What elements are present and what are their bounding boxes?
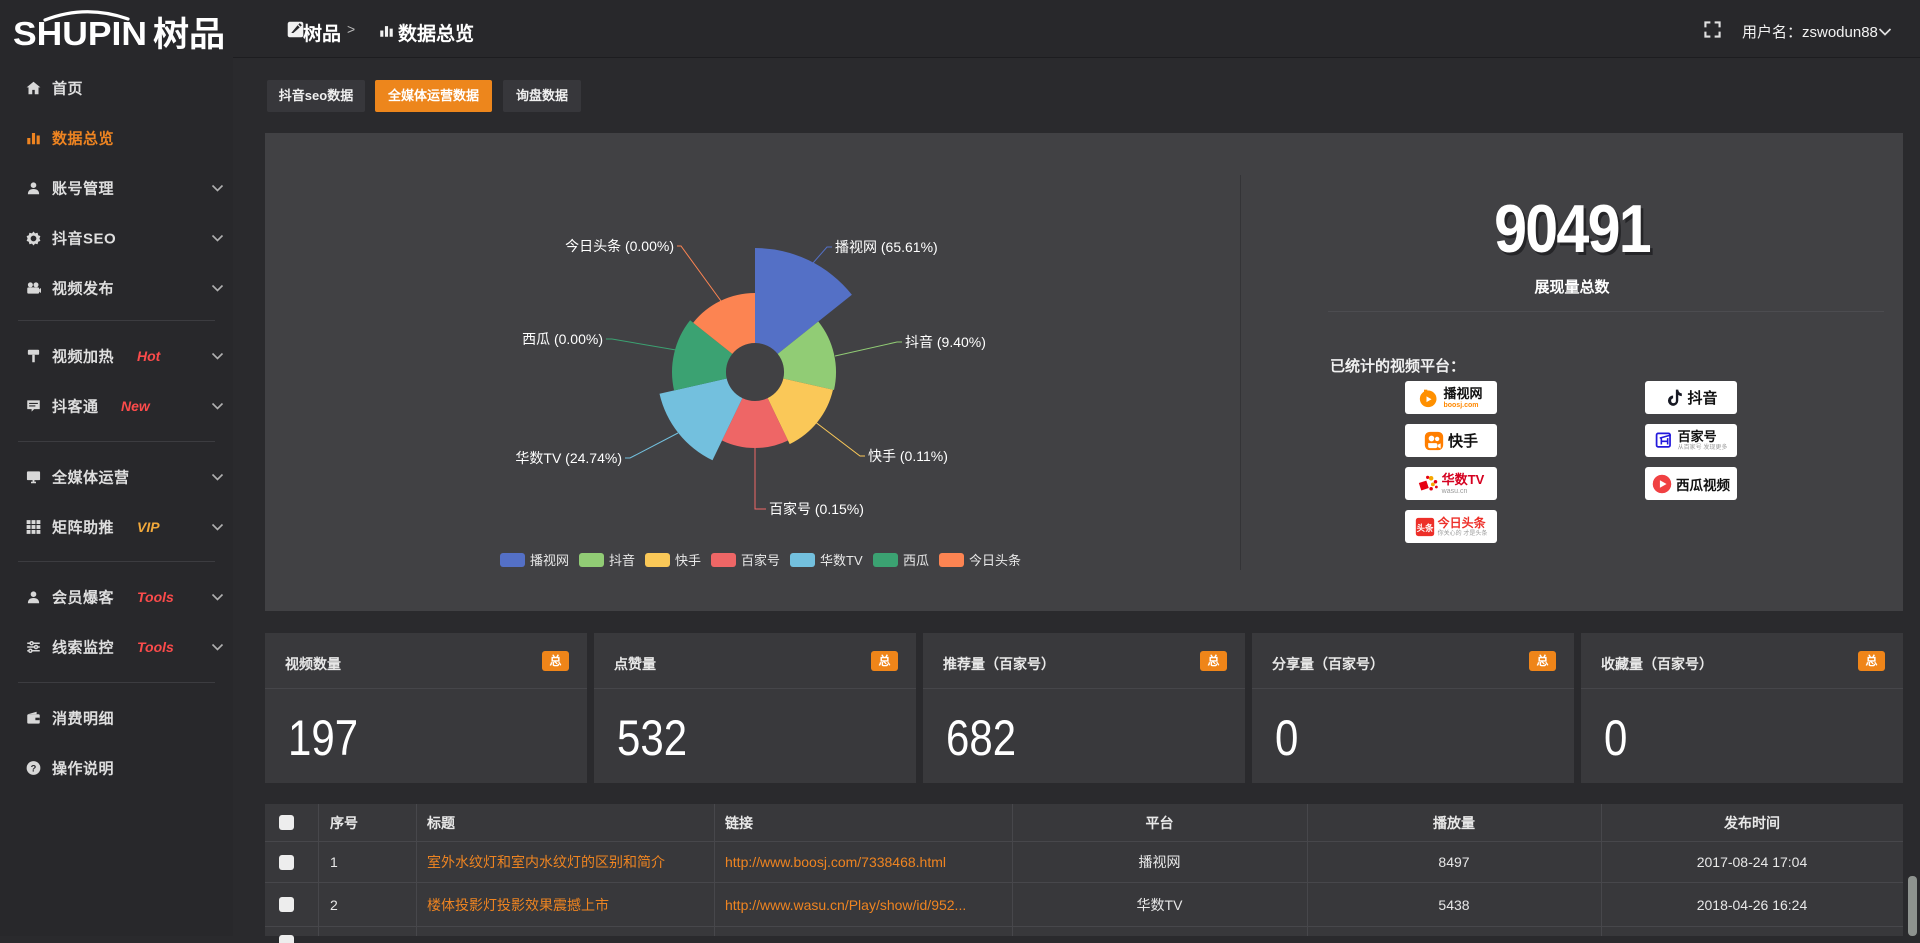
svg-text:百家号: 百家号	[741, 553, 780, 568]
svg-text:播视网 (65.61%): 播视网 (65.61%)	[835, 239, 938, 255]
svg-text:今日头条: 今日头条	[969, 553, 1021, 568]
svg-text:播视网: 播视网	[530, 553, 569, 568]
svg-text:西瓜 (0.00%): 西瓜 (0.00%)	[522, 331, 603, 347]
svg-text:西瓜: 西瓜	[903, 553, 929, 568]
svg-text:SHUPIN: SHUPIN	[13, 15, 147, 52]
svg-text:华数TV: 华数TV	[820, 553, 863, 568]
svg-text:抖音 (9.40%): 抖音 (9.40%)	[905, 334, 986, 350]
svg-text:头条: 头条	[1416, 522, 1433, 532]
svg-text:百家号 (0.15%): 百家号 (0.15%)	[769, 501, 864, 517]
svg-text:树品: 树品	[153, 16, 225, 54]
svg-text:快手: 快手	[675, 553, 701, 568]
svg-text:快手 (0.11%): 快手 (0.11%)	[868, 448, 948, 464]
svg-text:今日头条 (0.00%): 今日头条 (0.00%)	[565, 238, 674, 254]
svg-text:?: ?	[31, 763, 37, 773]
svg-text:华数TV (24.74%): 华数TV (24.74%)	[515, 450, 622, 466]
svg-text:抖音: 抖音	[609, 553, 635, 568]
